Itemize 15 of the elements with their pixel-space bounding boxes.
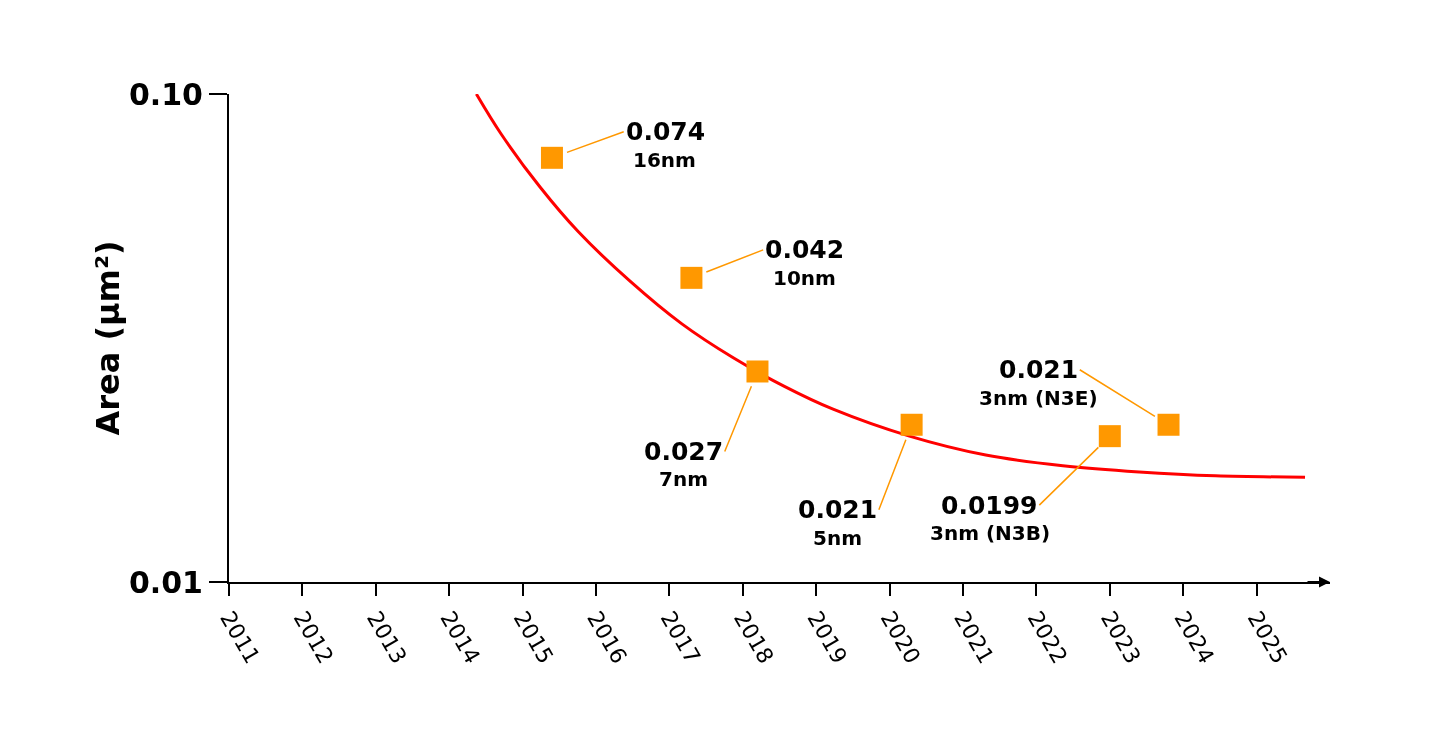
annotation: 3nm (N3E) [979, 386, 1098, 410]
data-label: 0.021 [798, 495, 878, 524]
data-label: 0.021 [999, 355, 1079, 384]
annotation: 16nm [633, 148, 696, 172]
annotation: 7nm [659, 467, 708, 491]
y-tick-label: 0.01 [128, 564, 203, 600]
data-label: 0.0199 [941, 491, 1038, 520]
annotation: 3nm (N3B) [930, 521, 1051, 545]
y-axis-title: Area (μm²) [88, 240, 127, 436]
data-label: 0.042 [765, 235, 845, 264]
annotation: 5nm [813, 526, 862, 550]
annotation: 10nm [773, 266, 836, 290]
data-label: 0.074 [626, 117, 706, 146]
data-label: 0.027 [644, 437, 724, 466]
y-tick-label: 0.10 [128, 76, 203, 112]
